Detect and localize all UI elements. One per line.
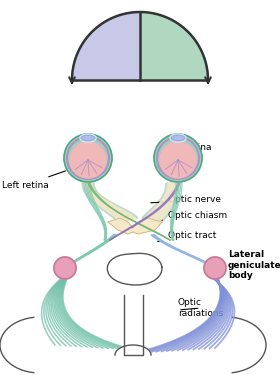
Circle shape xyxy=(64,134,112,182)
Polygon shape xyxy=(72,12,140,80)
Ellipse shape xyxy=(171,135,185,141)
Text: Left retina: Left retina xyxy=(2,171,65,189)
Polygon shape xyxy=(142,183,178,222)
Polygon shape xyxy=(108,218,162,234)
Polygon shape xyxy=(107,254,162,285)
Ellipse shape xyxy=(81,135,95,141)
Text: Optic tract: Optic tract xyxy=(158,231,216,242)
Text: Lateral
geniculate
body: Lateral geniculate body xyxy=(218,250,280,280)
Circle shape xyxy=(154,134,202,182)
Polygon shape xyxy=(144,183,176,221)
Polygon shape xyxy=(82,183,138,222)
Text: Optic nerve: Optic nerve xyxy=(151,195,221,204)
Circle shape xyxy=(70,142,106,178)
Circle shape xyxy=(54,257,76,279)
Circle shape xyxy=(204,257,226,279)
Text: Optic
radiations: Optic radiations xyxy=(178,298,223,318)
Polygon shape xyxy=(115,345,151,355)
Polygon shape xyxy=(124,295,143,355)
Text: Optic chiasm: Optic chiasm xyxy=(151,210,227,222)
Polygon shape xyxy=(84,183,136,221)
Circle shape xyxy=(160,142,196,178)
Ellipse shape xyxy=(80,134,96,142)
Polygon shape xyxy=(140,12,208,80)
Text: Right retina: Right retina xyxy=(158,144,211,158)
Ellipse shape xyxy=(170,134,186,142)
